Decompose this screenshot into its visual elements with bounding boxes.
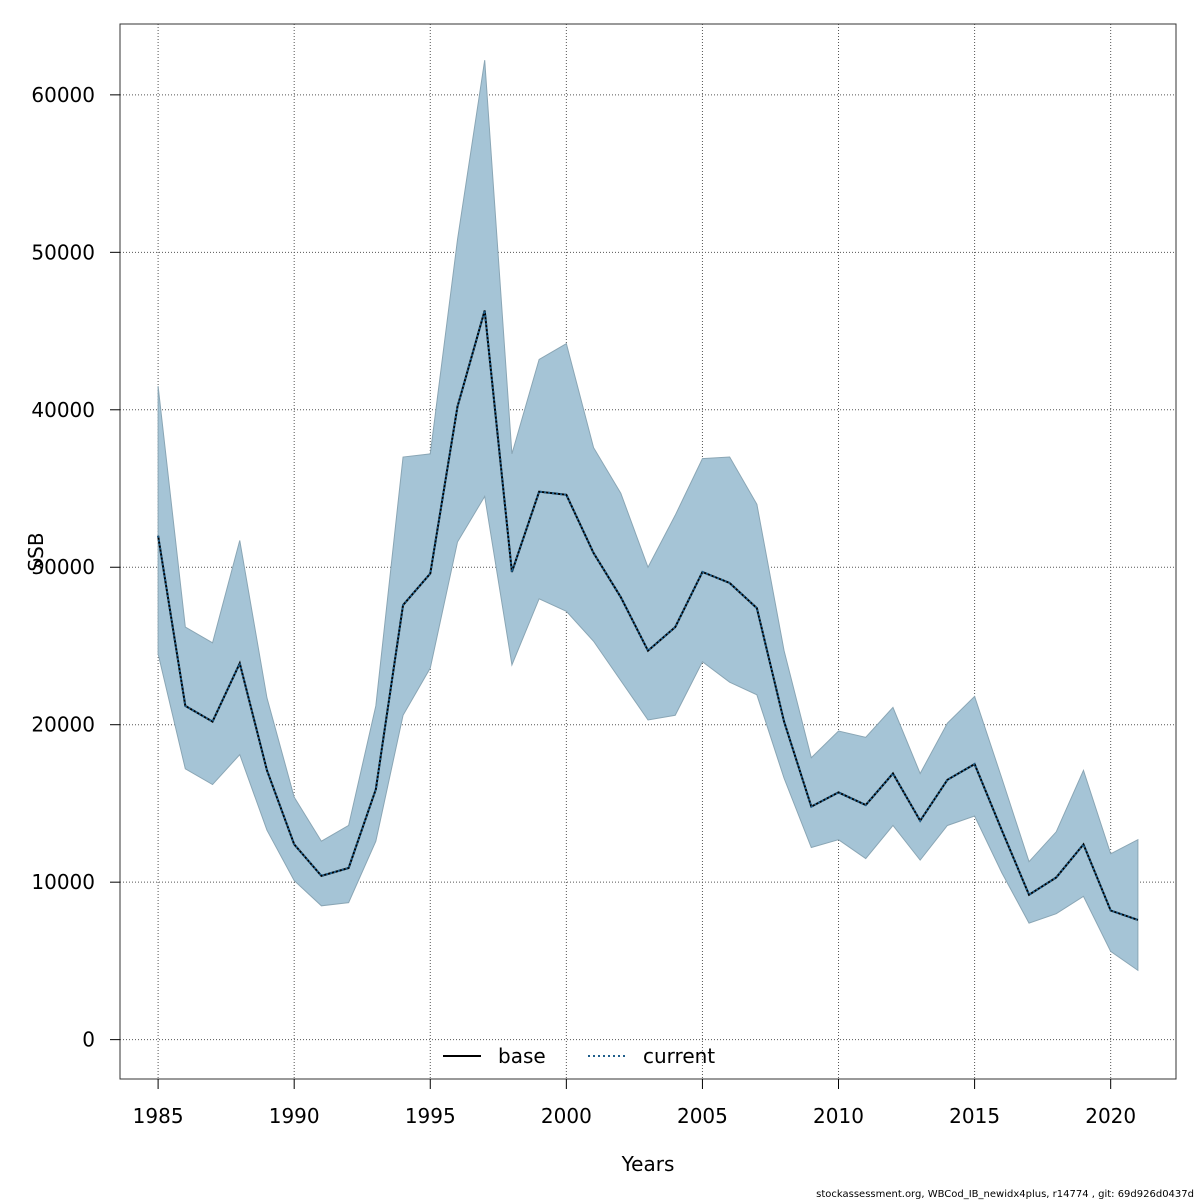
x-axis-title: Years — [621, 1152, 675, 1176]
x-tick-label: 2000 — [541, 1104, 592, 1128]
footer-credit: stockassessment.org, WBCod_IB_newidx4plu… — [816, 1189, 1194, 1200]
y-axis-title: SSB — [24, 532, 48, 571]
x-axis: 1985 1990 1995 2000 2005 2010 2015 2020 — [133, 1079, 1136, 1128]
x-tick-label: 1985 — [133, 1104, 184, 1128]
confidence-band — [157, 60, 1139, 972]
y-tick-label: 50000 — [31, 240, 95, 264]
x-tick-label: 2010 — [813, 1104, 864, 1128]
y-tick-label: 40000 — [31, 398, 95, 422]
legend-current-label: current — [643, 1044, 715, 1068]
x-tick-label: 1990 — [269, 1104, 320, 1128]
y-tick-label: 10000 — [31, 870, 95, 894]
plot-frame — [119, 23, 1177, 1080]
y-axis: 0 10000 20000 30000 40000 50000 60000 — [31, 83, 120, 1052]
x-tick-label: 2005 — [677, 1104, 728, 1128]
y-tick-label: 30000 — [31, 555, 95, 579]
legend-base-label: base — [498, 1044, 546, 1068]
confidence-band-layer — [157, 60, 1139, 972]
y-tick-label: 60000 — [31, 83, 95, 107]
y-tick-label: 20000 — [31, 713, 95, 737]
series-lines-layer — [157, 310, 1139, 921]
legend: base current — [443, 1044, 715, 1068]
x-tick-label: 1995 — [405, 1104, 456, 1128]
x-tick-label: 2015 — [949, 1104, 1000, 1128]
y-tick-label: 0 — [82, 1028, 95, 1052]
series-line-current — [157, 310, 1139, 921]
x-tick-label: 2020 — [1085, 1104, 1136, 1128]
